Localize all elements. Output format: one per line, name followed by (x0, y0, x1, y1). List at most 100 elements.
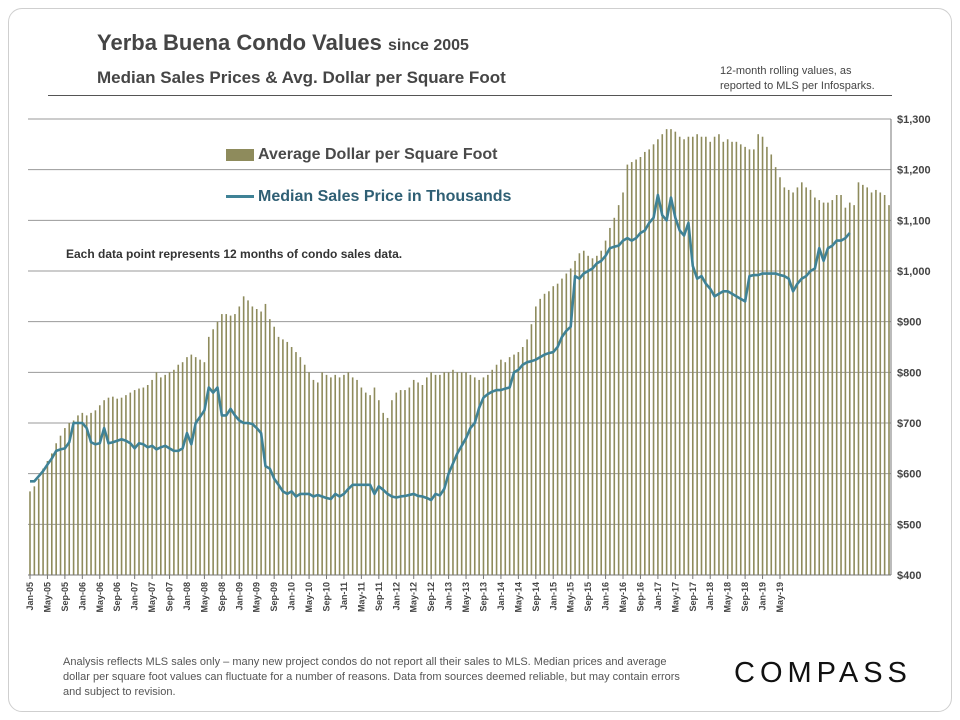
bar (604, 240, 607, 575)
bar (181, 362, 184, 575)
bar (160, 377, 162, 575)
bar (866, 187, 868, 575)
bar (753, 149, 755, 575)
bar (644, 151, 646, 575)
bar (225, 314, 228, 575)
bar (783, 187, 786, 575)
bar (548, 291, 550, 575)
bar (151, 379, 153, 575)
bar (286, 341, 289, 575)
bar (652, 144, 655, 575)
bar (59, 435, 62, 575)
legend-bars: Average Dollar per Square Foot (226, 146, 497, 164)
bar (120, 397, 123, 575)
bar (844, 207, 847, 576)
bar (125, 395, 127, 575)
bar (77, 415, 79, 575)
bar (827, 202, 829, 575)
x-tick-label: May-10 (304, 582, 314, 613)
bar (875, 189, 877, 575)
x-tick-label: Sep-15 (583, 582, 593, 612)
y-tick-label: $700 (897, 418, 921, 430)
x-tick-label: Sep-13 (478, 582, 488, 612)
x-tick-label: Jan-15 (548, 582, 558, 611)
bar (857, 182, 860, 575)
bar (853, 205, 855, 575)
bar (199, 359, 201, 575)
x-tick-label: May-14 (513, 582, 523, 613)
bar (657, 139, 659, 575)
header-divider (48, 95, 892, 96)
bar (500, 359, 502, 575)
x-tick-label: Jan-14 (496, 582, 506, 611)
bar (678, 136, 681, 576)
bar (395, 392, 398, 575)
x-tick-label: Jan-10 (287, 582, 297, 611)
bar (190, 354, 193, 575)
bar (90, 412, 92, 575)
x-tick-label: Jan-06 (77, 582, 87, 611)
bar (587, 255, 589, 576)
bar (29, 491, 31, 575)
x-tick-label: May-17 (670, 582, 680, 613)
bar (72, 420, 75, 575)
note-line-1: 12-month rolling values, as (720, 65, 852, 77)
x-tick-label: Sep-18 (740, 582, 750, 612)
bar (639, 157, 642, 575)
bar (177, 364, 180, 575)
bar (312, 379, 315, 575)
bar (726, 139, 729, 575)
bar (822, 202, 825, 575)
bar (421, 385, 424, 575)
bar (635, 159, 637, 575)
bar (805, 187, 807, 575)
bar (687, 136, 690, 576)
bar (609, 227, 611, 575)
bar (439, 374, 441, 575)
x-tick-label: May-13 (461, 582, 471, 613)
bar (412, 379, 415, 575)
y-tick-label: $1,000 (897, 266, 931, 278)
bar (622, 192, 624, 575)
title-suffix: since 2005 (388, 37, 469, 54)
bar (399, 390, 402, 575)
bar (282, 339, 284, 575)
bar (835, 195, 838, 575)
bar-swatch-icon (226, 148, 254, 161)
x-tick-label: May-09 (252, 582, 262, 613)
bar (613, 217, 616, 576)
bar (591, 258, 594, 575)
x-tick-label: Sep-09 (269, 582, 279, 612)
bar (600, 250, 603, 576)
bar (487, 374, 489, 575)
bar (173, 369, 175, 575)
bar (739, 144, 742, 575)
bar (661, 134, 664, 575)
bar (744, 146, 746, 575)
x-tick-label: May-06 (95, 582, 105, 613)
bar (299, 357, 302, 575)
bar (848, 202, 851, 575)
bar (216, 321, 219, 575)
data-source-note: 12-month rolling values, as reported to M… (720, 64, 910, 94)
bar (426, 377, 428, 575)
bar (526, 339, 528, 575)
bar (316, 382, 319, 575)
bar (146, 385, 149, 575)
x-tick-label: Jan-13 (444, 582, 454, 611)
bar (648, 149, 650, 575)
bar (168, 372, 171, 575)
x-tick-label: Jan-08 (182, 582, 192, 611)
bar (112, 396, 114, 575)
bar (103, 400, 105, 575)
bar (203, 362, 206, 575)
bar (556, 283, 559, 575)
bar (504, 362, 507, 575)
chart-subtitle: Median Sales Prices & Avg. Dollar per Sq… (97, 68, 506, 87)
bar (260, 311, 262, 575)
bar (37, 478, 40, 575)
bar (116, 398, 119, 575)
x-tick-label: May-12 (409, 582, 419, 613)
bar (670, 129, 672, 575)
